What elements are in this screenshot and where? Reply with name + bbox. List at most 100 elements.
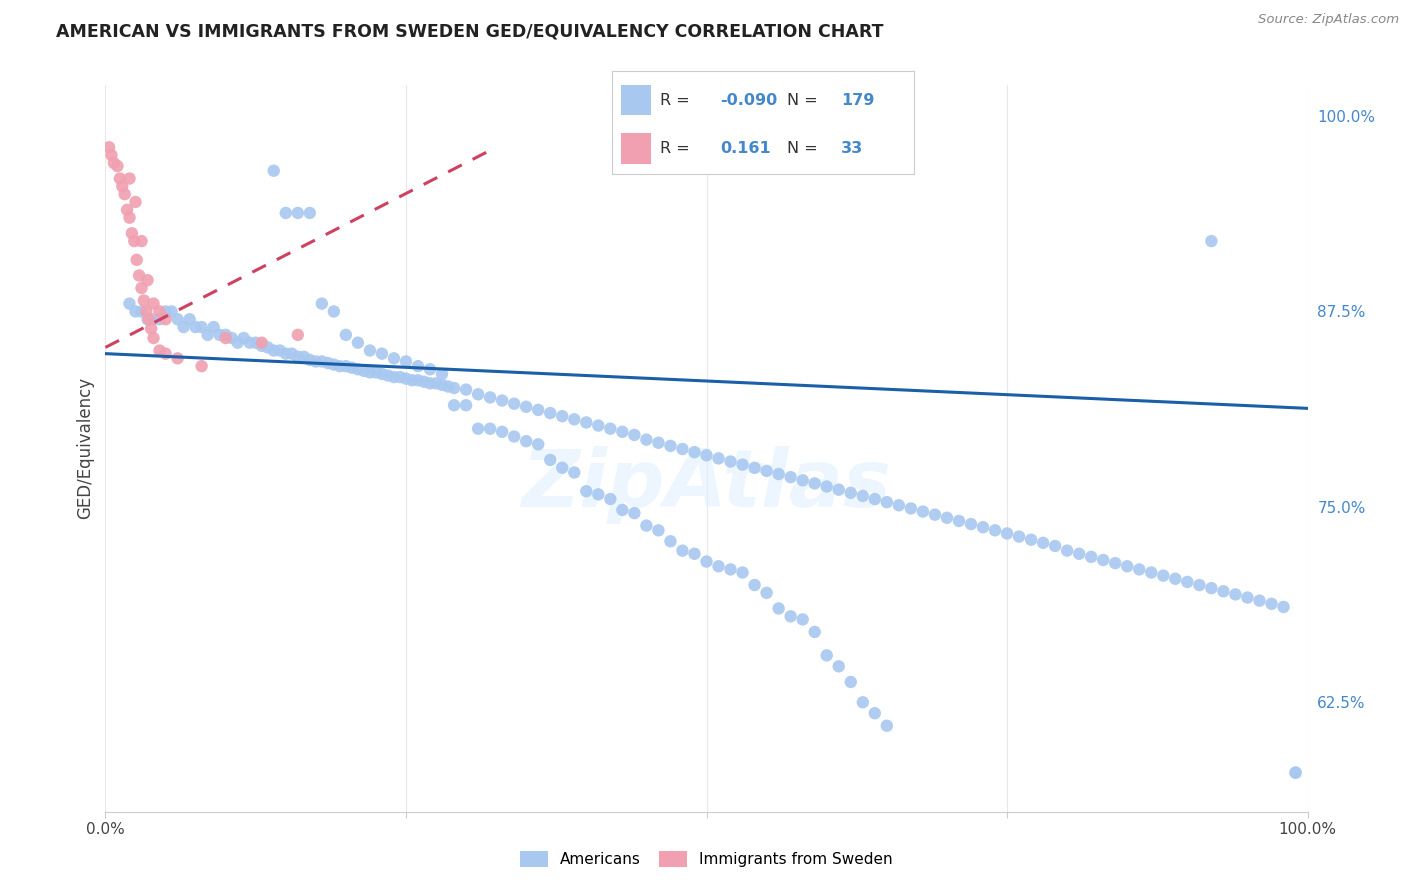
Point — [960, 517, 983, 532]
Point — [419, 362, 441, 376]
Point — [98, 140, 121, 154]
Point — [972, 520, 994, 534]
Point — [731, 458, 754, 472]
Point — [671, 442, 693, 456]
Point — [984, 524, 1007, 538]
Text: -0.090: -0.090 — [720, 93, 778, 108]
Point — [124, 234, 146, 248]
Point — [142, 331, 165, 345]
Point — [1284, 765, 1306, 780]
Point — [430, 378, 453, 392]
Point — [1104, 556, 1126, 570]
Point — [184, 320, 207, 334]
Point — [221, 331, 243, 345]
Point — [647, 524, 669, 538]
Point — [388, 370, 411, 384]
Point — [636, 433, 658, 447]
Point — [1201, 234, 1223, 248]
Point — [305, 354, 328, 368]
Point — [1080, 549, 1102, 564]
Point — [226, 335, 249, 350]
Point — [245, 335, 267, 350]
Point — [515, 434, 537, 449]
Point — [683, 445, 706, 459]
Point — [1032, 536, 1054, 550]
Point — [256, 340, 278, 354]
Point — [887, 498, 910, 512]
Point — [876, 495, 898, 509]
Point — [659, 439, 682, 453]
Point — [1164, 572, 1187, 586]
Point — [1201, 581, 1223, 595]
Point — [1225, 587, 1247, 601]
Point — [575, 484, 598, 499]
Point — [707, 559, 730, 574]
Point — [214, 331, 236, 345]
Point — [1236, 591, 1258, 605]
Point — [479, 422, 502, 436]
Point — [202, 320, 225, 334]
Point — [792, 473, 814, 487]
Point — [287, 350, 309, 364]
Point — [250, 335, 273, 350]
Point — [467, 387, 489, 401]
Text: N =: N = — [787, 93, 818, 108]
Point — [744, 578, 766, 592]
Point — [1019, 533, 1042, 547]
Text: 179: 179 — [841, 93, 875, 108]
Text: ZipAtlas: ZipAtlas — [522, 446, 891, 524]
Bar — [620, 133, 651, 163]
Point — [322, 358, 344, 372]
Point — [647, 435, 669, 450]
Point — [839, 675, 862, 690]
Point — [467, 422, 489, 436]
Point — [142, 296, 165, 310]
Point — [995, 526, 1018, 541]
Point — [443, 398, 465, 412]
Point — [413, 375, 436, 389]
Point — [863, 706, 886, 721]
Y-axis label: GED/Equivalency: GED/Equivalency — [76, 377, 94, 519]
Point — [371, 346, 394, 360]
Text: 33: 33 — [841, 141, 863, 156]
Point — [503, 429, 526, 443]
Point — [311, 354, 333, 368]
Point — [443, 381, 465, 395]
Point — [527, 403, 550, 417]
Point — [111, 179, 134, 194]
Point — [1008, 530, 1031, 544]
Bar — [620, 85, 651, 115]
Point — [454, 398, 477, 412]
Text: R =: R = — [659, 141, 690, 156]
Point — [623, 428, 645, 442]
Point — [179, 312, 201, 326]
Point — [190, 359, 212, 373]
Point — [232, 331, 254, 345]
Point — [588, 418, 610, 433]
Point — [124, 304, 146, 318]
Point — [852, 489, 875, 503]
Point — [720, 454, 742, 468]
Point — [1272, 599, 1295, 614]
Point — [538, 406, 561, 420]
Point — [588, 487, 610, 501]
Point — [924, 508, 946, 522]
Point — [160, 304, 183, 318]
Point — [131, 304, 153, 318]
Point — [263, 343, 285, 358]
Point — [155, 346, 177, 360]
Point — [114, 187, 136, 202]
Point — [1056, 543, 1078, 558]
Point — [599, 491, 621, 506]
Point — [1152, 568, 1174, 582]
Point — [107, 159, 129, 173]
Point — [538, 453, 561, 467]
Point — [136, 312, 159, 326]
Point — [803, 476, 825, 491]
Text: Source: ZipAtlas.com: Source: ZipAtlas.com — [1258, 13, 1399, 27]
Point — [139, 321, 162, 335]
Point — [636, 518, 658, 533]
Point — [779, 609, 801, 624]
Point — [406, 373, 429, 387]
Point — [298, 352, 321, 367]
